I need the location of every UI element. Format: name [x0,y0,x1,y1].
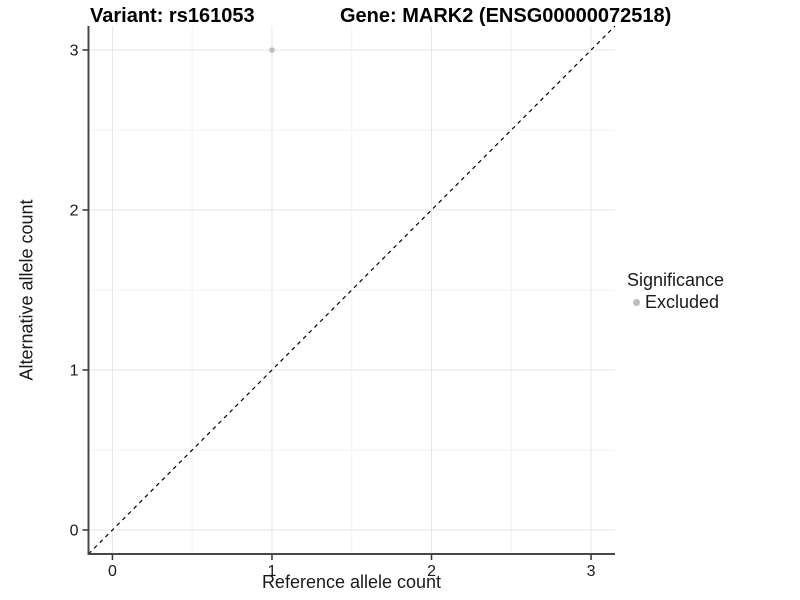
legend-point-icon [633,299,640,306]
x-axis-title: Reference allele count [261,572,442,592]
y-axis-title: Alternative allele count [16,199,37,381]
y-tick-label: 1 [70,363,79,380]
x-tick-label: 3 [587,563,596,580]
y-tick-label: 2 [70,203,79,220]
plot-title-gene: Gene: MARK2 (ENSG00000072518) [340,5,672,27]
legend-entry-label: Excluded [645,292,720,312]
legend-entry-excluded: Excluded [627,292,724,313]
x-tick-label: 0 [108,563,117,580]
x-tick-label: 2 [427,563,436,580]
plot-title-variant: Variant: rs161053 [90,5,255,27]
legend: Significance Excluded [627,270,724,313]
legend-title: Significance [627,270,725,290]
data-point [269,47,275,53]
y-tick-label: 3 [70,43,79,60]
y-tick-label: 0 [70,523,79,540]
x-tick-label: 1 [268,563,277,580]
